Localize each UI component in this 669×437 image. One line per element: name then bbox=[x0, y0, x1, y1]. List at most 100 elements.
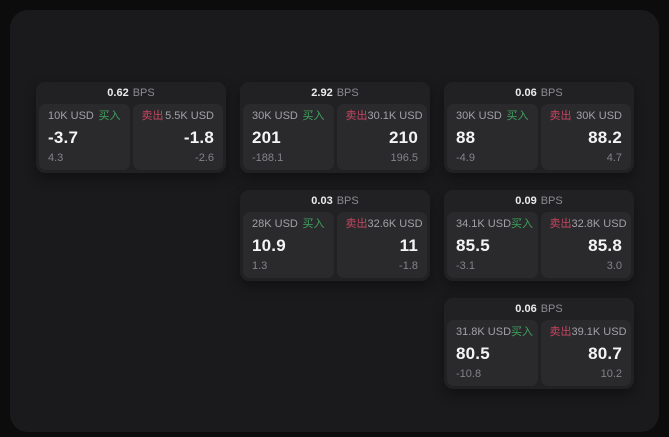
buy-quote-button[interactable]: 30K USD 买入 88 -4.9 bbox=[447, 104, 538, 170]
sell-size: 39.1K USD bbox=[571, 326, 627, 338]
buy-price: 201 bbox=[252, 128, 281, 147]
sell-label: 卖出 bbox=[345, 110, 368, 122]
sell-label: 卖出 bbox=[549, 110, 572, 122]
buy-label: 买入 bbox=[302, 218, 325, 230]
buy-quote-top: 28K USD 买入 bbox=[252, 219, 325, 230]
quote-card: 0.09 BPS 34.1K USD 买入 85.5 -3.1 卖出 32.8K… bbox=[444, 190, 634, 281]
buy-quote-button[interactable]: 10K USD 买入 -3.7 4.3 bbox=[39, 104, 130, 170]
sell-price: 88.2 bbox=[588, 128, 622, 147]
buy-price: 88 bbox=[456, 128, 476, 147]
buy-price: -3.7 bbox=[48, 128, 79, 147]
sell-quote-button[interactable]: 卖出 5.5K USD -1.8 -2.6 bbox=[132, 104, 223, 170]
buy-quote-button[interactable]: 31.8K USD 买入 80.5 -10.8 bbox=[447, 320, 538, 386]
sell-delta: 4.7 bbox=[606, 152, 622, 164]
sell-label: 卖出 bbox=[549, 326, 572, 338]
sell-quote-button[interactable]: 卖出 32.8K USD 85.8 3.0 bbox=[540, 212, 631, 278]
spread-value: 0.62 bbox=[107, 86, 129, 99]
buy-quote-top: 30K USD 买入 bbox=[252, 111, 325, 122]
buy-delta: -10.8 bbox=[456, 368, 482, 380]
spread-value: 0.06 bbox=[515, 302, 537, 315]
sell-size: 32.6K USD bbox=[367, 218, 423, 230]
quote-body: 30K USD 买入 88 -4.9 卖出 30K USD 88.2 4.7 bbox=[447, 104, 631, 170]
spread-header: 0.06 BPS bbox=[447, 298, 631, 320]
sell-label: 卖出 bbox=[549, 218, 572, 230]
buy-quote-button[interactable]: 34.1K USD 买入 85.5 -3.1 bbox=[447, 212, 538, 278]
spread-value: 0.03 bbox=[311, 194, 333, 207]
spread-header: 0.06 BPS bbox=[447, 82, 631, 104]
sell-label: 卖出 bbox=[141, 110, 164, 122]
buy-size: 30K USD bbox=[252, 110, 298, 122]
sell-size: 30K USD bbox=[576, 110, 622, 122]
spread-unit: BPS bbox=[336, 86, 359, 99]
quote-card: 0.03 BPS 28K USD 买入 10.9 1.3 卖出 32.6K US… bbox=[240, 190, 430, 281]
buy-label: 买入 bbox=[511, 326, 534, 338]
spread-unit: BPS bbox=[132, 86, 155, 99]
buy-label: 买入 bbox=[506, 110, 529, 122]
sell-size: 30.1K USD bbox=[367, 110, 423, 122]
sell-size: 5.5K USD bbox=[165, 110, 214, 122]
quote-card: 2.92 BPS 30K USD 买入 201 -188.1 卖出 30.1K … bbox=[240, 82, 430, 173]
sell-delta: 10.2 bbox=[600, 368, 622, 380]
sell-quote-top: 卖出 5.5K USD bbox=[142, 111, 215, 122]
buy-size: 31.8K USD bbox=[456, 326, 512, 338]
sell-quote-button[interactable]: 卖出 39.1K USD 80.7 10.2 bbox=[540, 320, 631, 386]
buy-label: 买入 bbox=[98, 110, 121, 122]
spread-value: 2.92 bbox=[311, 86, 333, 99]
quote-card: 0.06 BPS 30K USD 买入 88 -4.9 卖出 30K USD bbox=[444, 82, 634, 173]
buy-delta: -3.1 bbox=[456, 260, 475, 272]
spread-header: 0.62 BPS bbox=[39, 82, 223, 104]
sell-delta: -1.8 bbox=[399, 260, 418, 272]
buy-quote-button[interactable]: 28K USD 买入 10.9 1.3 bbox=[243, 212, 334, 278]
sell-quote-button[interactable]: 卖出 32.6K USD 11 -1.8 bbox=[336, 212, 427, 278]
buy-label: 买入 bbox=[302, 110, 325, 122]
sell-quote-top: 卖出 32.6K USD bbox=[345, 218, 423, 230]
sell-quote-button[interactable]: 卖出 30.1K USD 210 196.5 bbox=[336, 104, 427, 170]
buy-delta: 1.3 bbox=[252, 260, 268, 272]
sell-quote-top: 卖出 30.1K USD bbox=[345, 110, 423, 122]
quote-body: 34.1K USD 买入 85.5 -3.1 卖出 32.8K USD 85.8… bbox=[447, 212, 631, 278]
buy-size: 28K USD bbox=[252, 218, 298, 230]
buy-quote-top: 10K USD 买入 bbox=[48, 111, 121, 122]
spread-header: 0.09 BPS bbox=[447, 190, 631, 212]
quote-body: 10K USD 买入 -3.7 4.3 卖出 5.5K USD -1.8 -2.… bbox=[39, 104, 223, 170]
sell-quote-top: 卖出 30K USD bbox=[550, 111, 623, 122]
spread-unit: BPS bbox=[540, 302, 563, 315]
spread-unit: BPS bbox=[336, 194, 359, 207]
sell-price: -1.8 bbox=[183, 128, 214, 147]
sell-delta: 196.5 bbox=[390, 152, 418, 164]
buy-delta: 4.3 bbox=[48, 152, 64, 164]
buy-price: 85.5 bbox=[456, 236, 490, 255]
quote-body: 30K USD 买入 201 -188.1 卖出 30.1K USD 210 1… bbox=[243, 104, 427, 170]
quote-card: 0.06 BPS 31.8K USD 买入 80.5 -10.8 卖出 39.1… bbox=[444, 298, 634, 389]
buy-quote-top: 30K USD 买入 bbox=[456, 111, 529, 122]
sell-price: 80.7 bbox=[588, 344, 622, 363]
buy-delta: -4.9 bbox=[456, 152, 475, 164]
quote-body: 31.8K USD 买入 80.5 -10.8 卖出 39.1K USD 80.… bbox=[447, 320, 631, 386]
buy-quote-top: 34.1K USD 买入 bbox=[456, 218, 533, 230]
sell-price: 85.8 bbox=[588, 236, 622, 255]
buy-size: 30K USD bbox=[456, 110, 502, 122]
spread-value: 0.09 bbox=[515, 194, 537, 207]
spread-unit: BPS bbox=[540, 194, 563, 207]
buy-quote-top: 31.8K USD 买入 bbox=[456, 326, 533, 338]
buy-delta: -188.1 bbox=[252, 152, 284, 164]
quote-cards-grid: 0.62 BPS 10K USD 买入 -3.7 4.3 卖出 5.5K USD bbox=[36, 82, 634, 389]
sell-quote-button[interactable]: 卖出 30K USD 88.2 4.7 bbox=[540, 104, 631, 170]
buy-quote-button[interactable]: 30K USD 买入 201 -188.1 bbox=[243, 104, 334, 170]
buy-size: 10K USD bbox=[48, 110, 94, 122]
quote-card: 0.62 BPS 10K USD 买入 -3.7 4.3 卖出 5.5K USD bbox=[36, 82, 226, 173]
sell-delta: -2.6 bbox=[195, 152, 214, 164]
spread-header: 2.92 BPS bbox=[243, 82, 427, 104]
spread-unit: BPS bbox=[540, 86, 563, 99]
sell-quote-top: 卖出 32.8K USD bbox=[549, 218, 627, 230]
spread-header: 0.03 BPS bbox=[243, 190, 427, 212]
spread-value: 0.06 bbox=[515, 86, 537, 99]
buy-label: 买入 bbox=[511, 218, 534, 230]
sell-price: 11 bbox=[399, 236, 418, 255]
sell-label: 卖出 bbox=[345, 218, 368, 230]
sell-price: 210 bbox=[389, 128, 418, 147]
buy-size: 34.1K USD bbox=[456, 218, 512, 230]
sell-size: 32.8K USD bbox=[571, 218, 627, 230]
buy-price: 10.9 bbox=[252, 236, 286, 255]
quote-body: 28K USD 买入 10.9 1.3 卖出 32.6K USD 11 -1.8 bbox=[243, 212, 427, 278]
